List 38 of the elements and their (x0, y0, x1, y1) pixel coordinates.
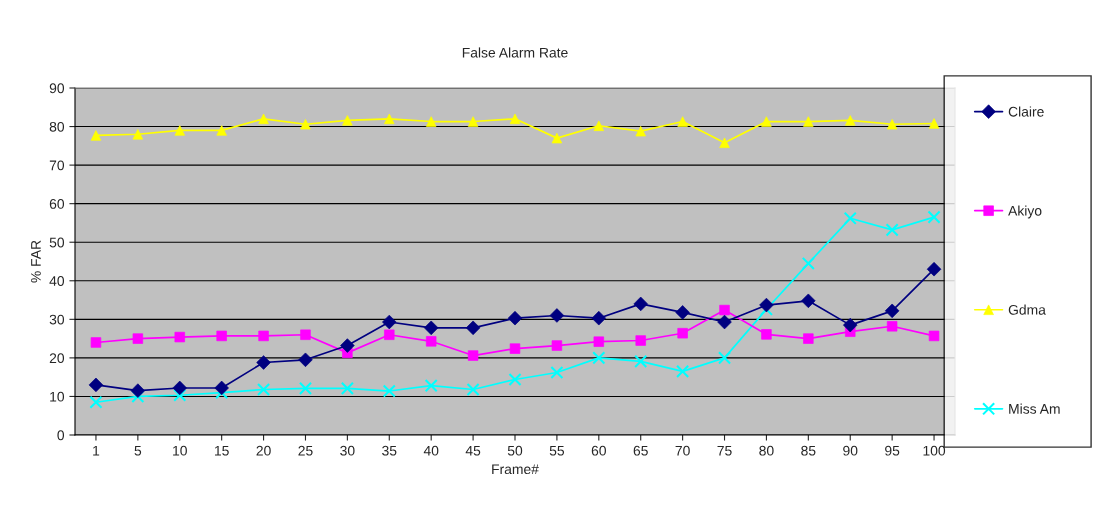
x-tick-label: 55 (549, 445, 565, 456)
x-tick-label: 10 (173, 445, 187, 456)
x-tick-label: 100 (923, 445, 946, 456)
y-tick-label: 0 (57, 430, 65, 441)
x-tick-label: 15 (215, 445, 229, 456)
y-axis-title: % FAR (31, 240, 41, 283)
x-tick-label: 90 (843, 445, 858, 456)
chart-title: False Alarm Rate (462, 47, 568, 58)
x-tick-label: 1 (93, 445, 100, 456)
x-tick-label: 95 (885, 445, 900, 456)
y-tick-label: 10 (50, 391, 65, 402)
x-tick-label: 50 (507, 445, 523, 456)
x-tick-label: 65 (633, 445, 648, 456)
x-tick-label: 25 (298, 445, 313, 456)
x-tick-label: 45 (465, 445, 481, 456)
x-tick-label: 75 (717, 445, 732, 456)
x-tick-label: 60 (591, 445, 606, 456)
y-tick-label: 20 (49, 353, 65, 364)
y-tick-label: 80 (49, 121, 65, 132)
y-tick-label: 60 (49, 199, 65, 209)
x-tick-label: 40 (423, 445, 439, 456)
y-tick-label: 30 (49, 314, 65, 325)
y-tick-label: 50 (49, 237, 65, 248)
y-tick-label: 90 (49, 83, 65, 94)
legend-label: Miss Am (1009, 403, 1060, 414)
legend-label: Akiyo (1008, 205, 1042, 219)
y-tick-label: 40 (49, 276, 65, 286)
x-tick-label: 70 (675, 445, 690, 456)
x-axis-title: Frame# (492, 464, 539, 475)
y-tick-label: 70 (49, 160, 65, 171)
legend-label: Claire (1008, 106, 1044, 117)
x-tick-label: 20 (256, 445, 271, 456)
x-tick-label: 80 (759, 445, 774, 456)
legend-label: Gdma (1008, 304, 1046, 315)
x-tick-label: 85 (801, 445, 816, 456)
x-tick-label: 5 (134, 445, 142, 456)
x-tick-label: 35 (382, 445, 397, 456)
x-tick-label: 30 (340, 445, 355, 456)
